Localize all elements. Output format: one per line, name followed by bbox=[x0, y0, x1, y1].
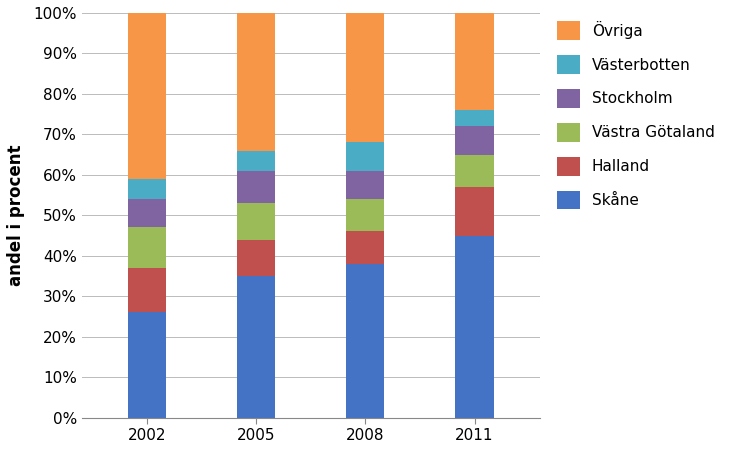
Bar bbox=[237, 276, 275, 418]
Bar bbox=[346, 199, 385, 231]
Bar bbox=[455, 155, 494, 187]
Bar bbox=[455, 235, 494, 418]
Bar bbox=[128, 179, 166, 199]
Bar bbox=[128, 268, 166, 312]
Bar bbox=[128, 227, 166, 268]
Bar bbox=[237, 203, 275, 239]
Bar bbox=[346, 264, 385, 418]
Bar bbox=[346, 231, 385, 264]
Bar bbox=[237, 171, 275, 203]
Bar bbox=[455, 126, 494, 155]
Bar bbox=[237, 13, 275, 151]
Bar bbox=[128, 312, 166, 418]
Bar bbox=[128, 199, 166, 227]
Bar bbox=[237, 151, 275, 171]
Bar bbox=[346, 171, 385, 199]
Bar bbox=[237, 239, 275, 276]
Legend: Övriga, Västerbotten, Stockholm, Västra Götaland, Halland, Skåne: Övriga, Västerbotten, Stockholm, Västra … bbox=[556, 21, 715, 209]
Bar bbox=[128, 13, 166, 179]
Bar bbox=[455, 187, 494, 235]
Bar bbox=[346, 143, 385, 171]
Bar bbox=[455, 110, 494, 126]
Bar bbox=[346, 13, 385, 143]
Bar bbox=[455, 13, 494, 110]
Y-axis label: andel i procent: andel i procent bbox=[7, 144, 25, 286]
